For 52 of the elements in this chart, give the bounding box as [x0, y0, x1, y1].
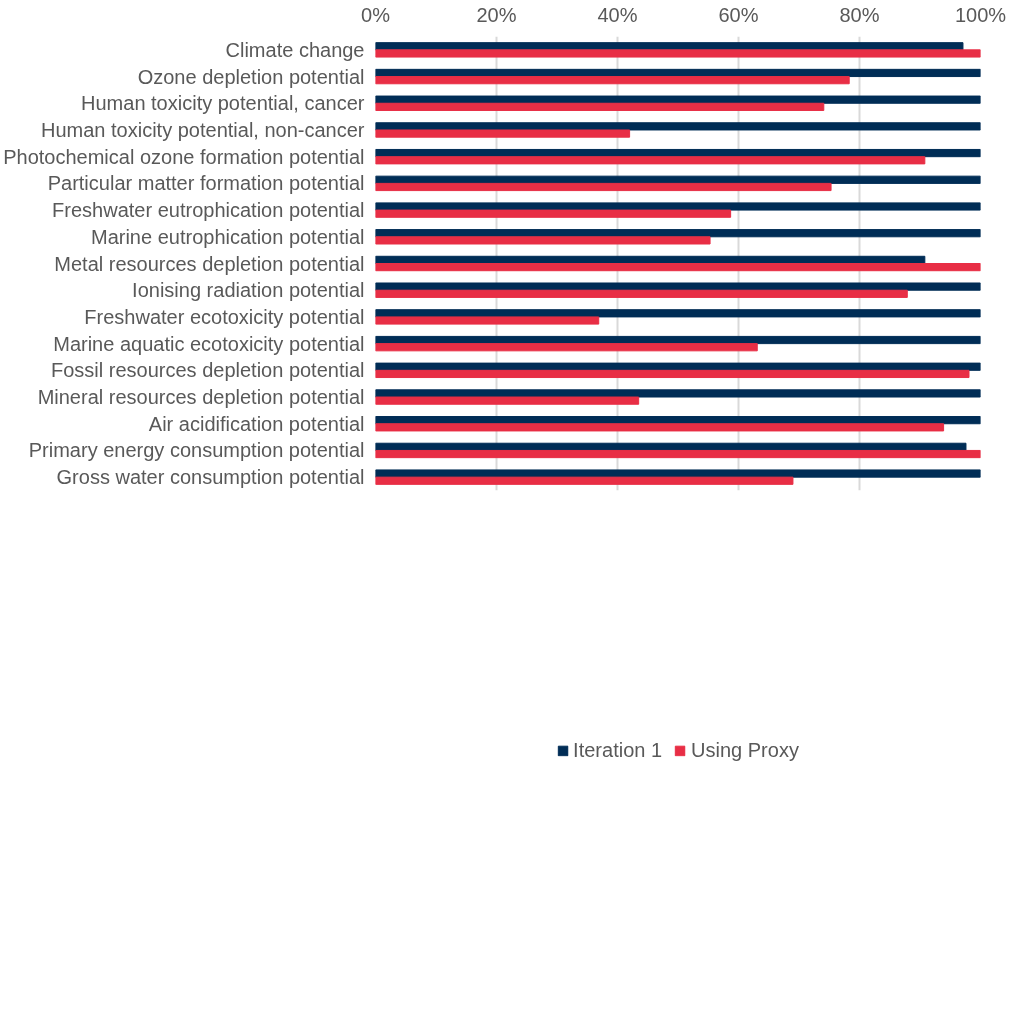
- x-tick-label: 20%: [476, 3, 517, 26]
- bar: [375, 289, 908, 298]
- y-tick-label: Climate change: [225, 38, 365, 61]
- bar: [375, 209, 732, 218]
- y-tick-label: Freshwater eutrophication potential: [52, 199, 365, 222]
- bar: [375, 389, 981, 398]
- bar: [375, 469, 981, 478]
- bar: [375, 263, 981, 272]
- x-tick-label: 0%: [361, 3, 391, 26]
- y-tick-label: Fossil resources depletion potential: [50, 359, 365, 382]
- bar: [375, 95, 981, 104]
- y-tick-label: Marine eutrophication potential: [90, 225, 365, 248]
- bar: [375, 343, 758, 352]
- bar: [375, 369, 970, 379]
- y-tick-label: Ozone depletion potential: [137, 65, 365, 88]
- bar: [375, 396, 640, 405]
- y-tick-label: Air acidification potential: [148, 412, 365, 435]
- y-tick-label: Primary energy consumption potential: [28, 439, 365, 462]
- x-tick-label: 100%: [954, 3, 1007, 26]
- y-tick-label: Ionising radiation potential: [132, 279, 365, 302]
- bar: [375, 156, 926, 165]
- bar: [375, 449, 981, 459]
- bar: [375, 182, 832, 192]
- bar: [375, 316, 600, 325]
- y-tick-label: Human toxicity potential, cancer: [81, 92, 365, 115]
- bar: [375, 202, 981, 211]
- bar: [375, 229, 981, 238]
- x-tick-label: 80%: [839, 3, 880, 26]
- bar: [375, 423, 945, 432]
- bar: [375, 282, 981, 291]
- bar: [375, 362, 981, 371]
- bar: [375, 122, 981, 131]
- y-tick-label: Metal resources depletion potential: [54, 252, 365, 275]
- bar: [375, 236, 711, 245]
- bar: [375, 476, 794, 485]
- y-tick-label: Freshwater ecotoxicity potential: [84, 305, 365, 328]
- bar: [375, 102, 825, 111]
- y-tick-label: Marine aquatic ecotoxicity potential: [53, 332, 365, 355]
- bar: [375, 49, 981, 58]
- y-tick-label: Mineral resources depletion potential: [37, 386, 365, 409]
- bar: [375, 335, 981, 345]
- y-tick-label: Photochemical ozone formation potential: [3, 145, 365, 168]
- bar: [375, 129, 631, 138]
- legend-label: Iteration 1: [573, 738, 663, 762]
- bar: [375, 309, 981, 318]
- bar: [375, 76, 850, 85]
- y-tick-label: Human toxicity potential, non-cancer: [41, 118, 365, 141]
- y-tick-label: Gross water consumption potential: [56, 466, 365, 489]
- x-tick-label: 60%: [718, 3, 759, 26]
- y-tick-label: Particular matter formation potential: [47, 172, 365, 195]
- legend-label: Using Proxy: [691, 738, 799, 762]
- x-tick-label: 40%: [597, 3, 638, 26]
